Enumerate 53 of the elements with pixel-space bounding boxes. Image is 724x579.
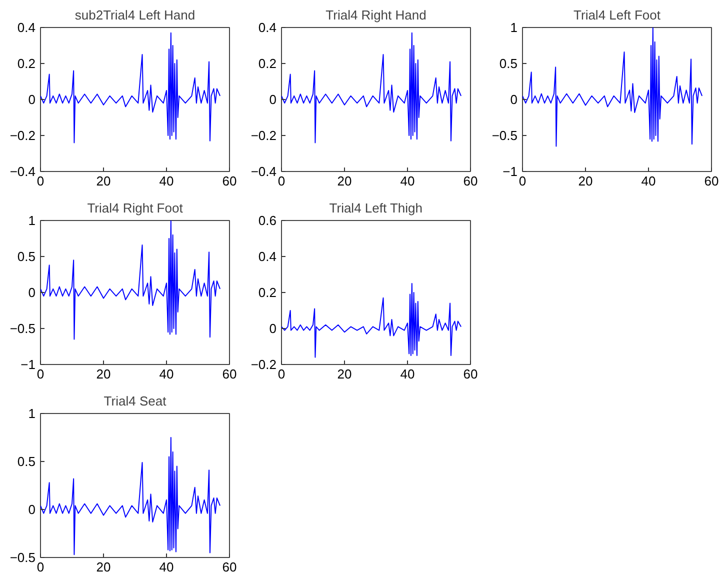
x-tick-label: 40: [641, 174, 656, 188]
y-tick-label: 0.5: [499, 56, 518, 71]
y-tick-label: −1: [502, 164, 518, 179]
y-tick-label: −0.5: [492, 128, 518, 143]
y-tick-label: 0: [28, 92, 36, 107]
x-tick-label: 40: [400, 366, 415, 382]
y-tick-label: 1: [28, 406, 36, 421]
y-tick-label: 0.2: [258, 56, 277, 71]
x-tick-label: 20: [96, 366, 111, 382]
y-tick-label: 0: [28, 285, 36, 300]
y-tick-label: 0.2: [258, 285, 277, 300]
y-tick-label: 0.4: [258, 249, 277, 264]
y-tick-label: −0.2: [250, 128, 277, 143]
chart-title: Trial4 Right Foot: [87, 200, 184, 216]
y-tick-label: 0.6: [258, 213, 277, 228]
y-tick-label: −0.2: [10, 128, 36, 143]
y-tick-label: 1: [510, 20, 518, 35]
x-tick-label: 20: [96, 560, 111, 574]
x-tick-label: 40: [159, 366, 174, 382]
x-tick-label: 60: [463, 366, 478, 382]
y-tick-label: −0.4: [10, 164, 36, 179]
y-tick-label: 0: [269, 92, 277, 107]
y-tick-label: −0.2: [250, 357, 277, 372]
x-tick-label: 20: [96, 174, 111, 188]
x-tick-label: 60: [222, 174, 237, 188]
y-tick-label: 1: [28, 213, 36, 228]
y-tick-label: 0: [510, 92, 518, 107]
y-tick-label: 0.2: [17, 56, 36, 71]
x-tick-label: 60: [463, 174, 478, 188]
x-tick-label: 60: [704, 174, 719, 188]
x-tick-label: 60: [222, 366, 237, 382]
chart-title: Trial4 Left Thigh: [329, 200, 422, 216]
y-tick-label: −0.5: [10, 550, 36, 565]
x-tick-label: 20: [337, 366, 352, 382]
y-tick-label: −0.5: [10, 321, 36, 336]
chart-title: sub2Trial4 Left Hand: [74, 8, 196, 22]
chart-title: Trial4 Left Foot: [574, 8, 661, 22]
chart-title: Trial4 Right Hand: [326, 8, 426, 22]
y-tick-label: 0.5: [17, 249, 36, 264]
x-tick-label: 60: [222, 560, 237, 574]
y-tick-label: 0.5: [17, 454, 36, 469]
x-tick-label: 40: [159, 560, 174, 574]
y-tick-label: −0.4: [250, 164, 277, 179]
chart-title: Trial4 Seat: [104, 394, 167, 408]
y-tick-label: 0.4: [17, 20, 36, 35]
y-tick-label: −1: [20, 357, 36, 372]
y-tick-label: 0: [269, 321, 277, 336]
x-tick-label: 20: [578, 174, 593, 188]
x-tick-label: 40: [400, 174, 415, 188]
x-tick-label: 20: [337, 174, 352, 188]
y-tick-label: 0.4: [258, 20, 277, 35]
x-tick-label: 40: [159, 174, 174, 188]
y-tick-label: 0: [28, 502, 36, 517]
